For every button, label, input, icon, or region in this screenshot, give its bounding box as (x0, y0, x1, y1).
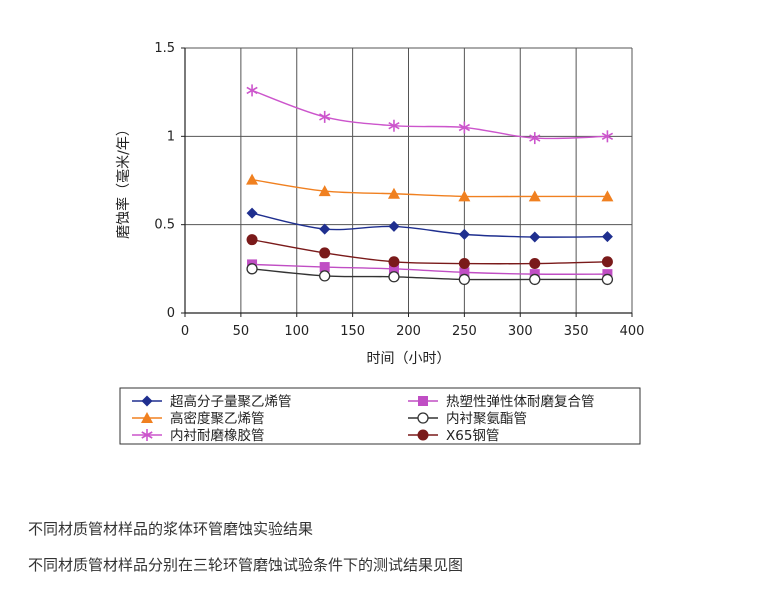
legend-label: 高密度聚乙烯管 (170, 410, 265, 427)
legend-label: 热塑性弹性体耐磨复合管 (446, 393, 595, 410)
x-tick-label: 250 (452, 324, 477, 339)
data-point (319, 223, 331, 235)
legend-entry-5: 内衬耐磨橡胶管 (132, 427, 265, 444)
legend-label: X65钢管 (446, 428, 499, 444)
legend-swatch-marker (141, 429, 153, 441)
series-line (251, 89, 608, 140)
legend-entry-1: 超高分子量聚乙烯管 (132, 393, 292, 410)
data-point (246, 207, 258, 219)
series-line (251, 178, 608, 198)
data-point (319, 262, 330, 273)
series-4 (246, 263, 614, 286)
data-point (529, 273, 541, 286)
x-tick-label: 200 (396, 324, 421, 339)
data-point (319, 270, 331, 282)
data-point (387, 187, 400, 199)
data-point (601, 231, 613, 243)
series-line (252, 263, 608, 275)
series-line (251, 268, 608, 281)
data-point (388, 263, 399, 274)
series-1 (246, 207, 613, 243)
data-point (601, 256, 613, 268)
asterisk-stroke (319, 113, 331, 121)
data-point (319, 110, 331, 123)
grid-lines (185, 47, 633, 313)
series-6 (246, 234, 613, 270)
asterisk-stroke (529, 134, 541, 142)
legend-label: 内衬聚氨酯管 (446, 411, 527, 427)
legend-swatch-marker (417, 412, 429, 424)
data-point (458, 273, 471, 286)
legend-box (119, 387, 641, 445)
legend-label: 内衬耐磨橡胶管 (170, 427, 265, 444)
tick-labels: 0 50 100 150 200 250 300 350 400 0 0.5 1 1.5 (154, 41, 644, 339)
x-axis-title: 时间（小时） (367, 351, 451, 367)
y-tick-label: 0.5 (154, 218, 175, 233)
caption-description: 不同材质管材样品分别在三轮环管磨蚀试验条件下的测试结果见图 (28, 556, 464, 574)
data-point (529, 231, 541, 243)
x-tick-label: 350 (564, 324, 589, 339)
data-point (388, 271, 400, 283)
x-tick-label: 100 (284, 324, 309, 339)
legend-entry-6: X65钢管 (408, 428, 499, 444)
data-point (246, 173, 259, 185)
data-point (601, 273, 614, 286)
legend-swatch-marker (141, 395, 153, 407)
y-axis-title: 磨蚀率（毫米/年） (115, 122, 132, 239)
legend-label: 超高分子量聚乙烯管 (170, 393, 292, 410)
y-tick-label: 1 (167, 129, 175, 144)
data-point (246, 263, 258, 275)
data-point (459, 267, 470, 278)
series-line (251, 212, 608, 238)
legend-swatch-marker (141, 412, 153, 423)
series-line (251, 238, 608, 265)
series-2 (247, 259, 613, 280)
data-point (388, 119, 400, 132)
caption-title: 不同材质管材样品的浆体环管磨蚀实验结果 (28, 520, 314, 538)
data-point (601, 130, 614, 143)
data-point (319, 247, 331, 259)
data-point (458, 121, 470, 134)
data-point (246, 234, 258, 246)
data-point (528, 190, 541, 202)
data-point (318, 185, 331, 197)
data-point (458, 190, 471, 202)
legend-entry-3: 高密度聚乙烯管 (132, 410, 265, 427)
series-5 (246, 84, 614, 145)
x-tick-label: 50 (233, 324, 250, 339)
asterisk-stroke (388, 122, 400, 130)
x-tick-label: 0 (181, 324, 189, 339)
asterisk-stroke (141, 431, 153, 439)
axes (181, 47, 633, 317)
x-tick-label: 400 (620, 324, 645, 339)
data-point (458, 258, 470, 270)
data-point (529, 258, 541, 270)
data-point (388, 256, 400, 268)
data-point (388, 220, 400, 232)
asterisk-stroke (246, 86, 258, 95)
legend-entry-4: 内衬聚氨酯管 (408, 411, 527, 427)
legend-entry-2: 热塑性弹性体耐磨复合管 (408, 393, 595, 410)
x-tick-label: 150 (340, 324, 365, 339)
series-3 (246, 173, 614, 202)
data-point (246, 84, 258, 97)
data-point (458, 228, 470, 240)
legend-swatch-marker (418, 396, 428, 406)
y-tick-label: 0 (167, 306, 175, 321)
series-layer (246, 84, 614, 286)
y-tick-label: 1.5 (154, 41, 175, 56)
asterisk-stroke (601, 132, 614, 141)
data-point (529, 132, 541, 145)
x-tick-label: 300 (508, 324, 533, 339)
asterisk-stroke (458, 123, 470, 132)
legend-swatch-marker (417, 429, 429, 441)
data-point (601, 190, 614, 202)
